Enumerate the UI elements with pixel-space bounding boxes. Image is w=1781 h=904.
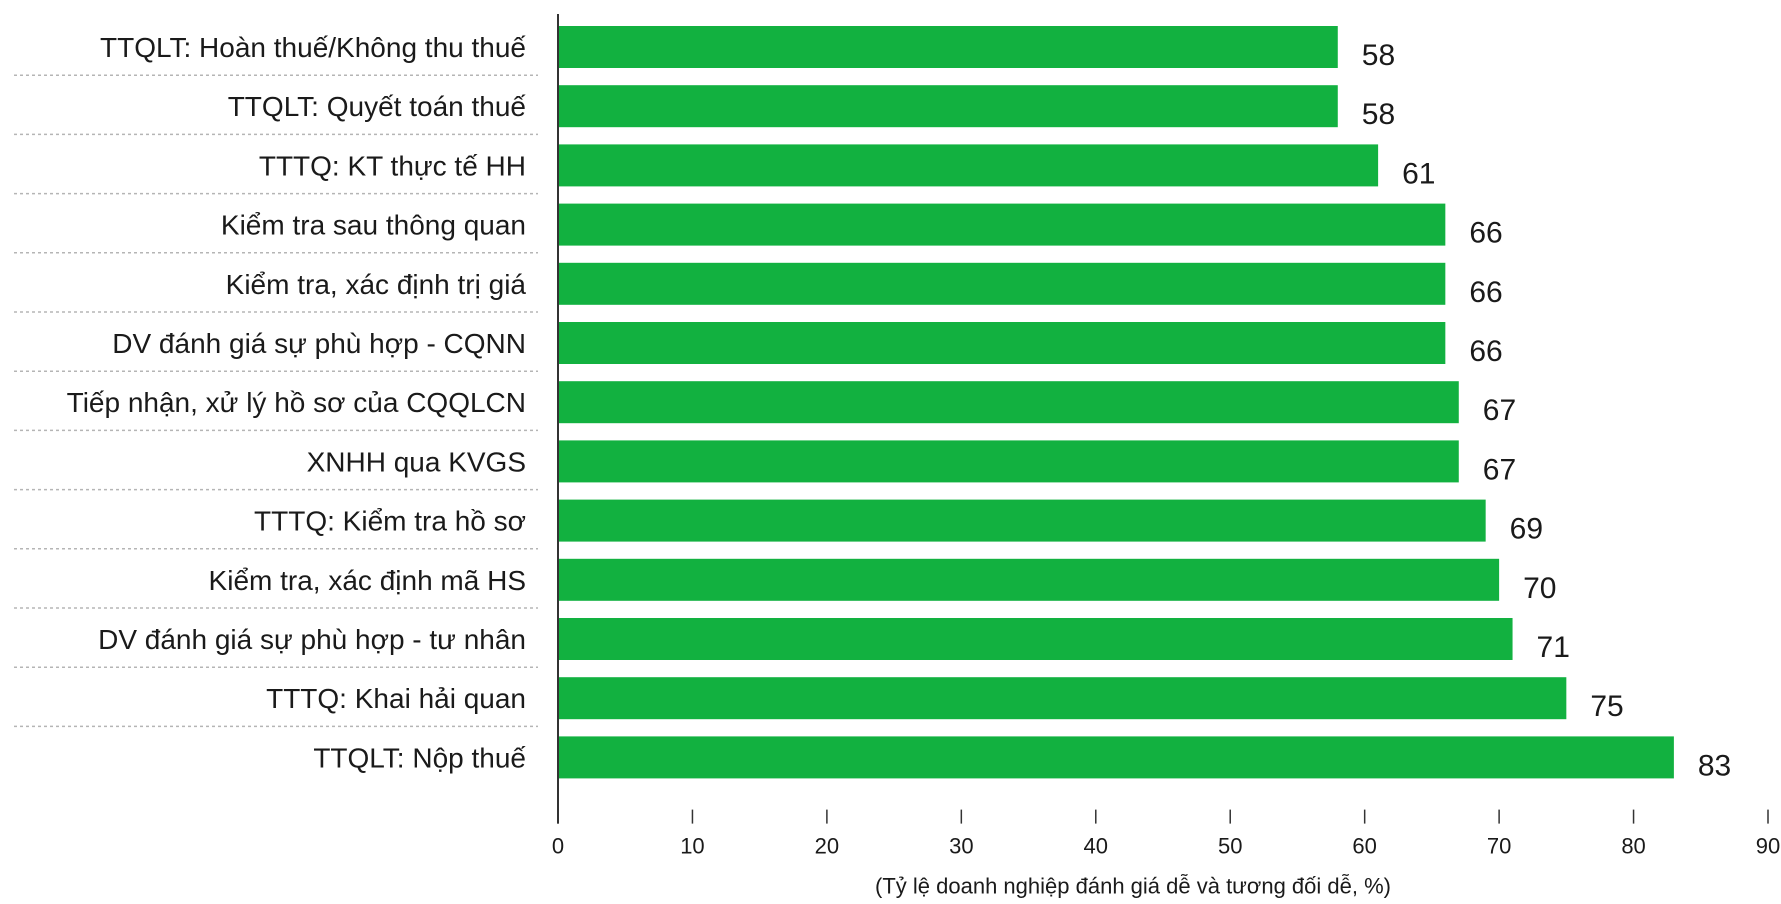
- x-tick-label: 50: [1218, 834, 1242, 859]
- category-label: Kiểm tra, xác định mã HS: [209, 565, 526, 596]
- x-tick-label: 70: [1487, 834, 1511, 859]
- category-label: TTQLT: Hoàn thuế/Không thu thuế: [100, 32, 526, 63]
- value-label: 67: [1483, 453, 1516, 486]
- bar: [558, 26, 1338, 68]
- value-label: 66: [1469, 217, 1502, 250]
- bar: [558, 85, 1338, 128]
- x-tick-label: 10: [680, 834, 704, 859]
- x-tick-label: 0: [552, 834, 564, 859]
- bar: [558, 558, 1500, 601]
- category-label: TTQLT: Nộp thuế: [313, 742, 526, 773]
- value-label: 61: [1402, 157, 1435, 190]
- value-label: 70: [1523, 572, 1556, 605]
- category-label: Tiếp nhận, xử lý hồ sơ của CQQLCN: [67, 387, 526, 418]
- bars-group: [558, 26, 1674, 779]
- x-tick-label: 80: [1621, 834, 1645, 859]
- category-label: DV đánh giá sự phù hợp - CQNN: [112, 328, 526, 359]
- value-label: 71: [1537, 631, 1570, 664]
- x-tick-label: 30: [949, 834, 973, 859]
- x-axis-title: (Tỷ lệ doanh nghiệp đánh giá dễ và tương…: [875, 874, 1391, 899]
- bar: [558, 618, 1513, 660]
- category-label: TTTQ: Kiểm tra hồ sơ: [254, 506, 526, 537]
- x-axis-ticks: 0 10 20 30 40 50 60 70 80 90: [552, 809, 1780, 859]
- value-label: 83: [1698, 749, 1731, 782]
- category-label: DV đánh giá sự phù hợp - tư nhân: [98, 624, 526, 655]
- bar: [558, 262, 1446, 305]
- bar: [558, 677, 1567, 720]
- value-label: 58: [1362, 39, 1395, 72]
- value-label: 67: [1483, 394, 1516, 427]
- x-tick-label: 20: [815, 834, 839, 859]
- bar: [558, 381, 1459, 424]
- x-tick-label: 40: [1084, 834, 1108, 859]
- x-tick-label: 60: [1352, 834, 1376, 859]
- bar: [558, 736, 1674, 779]
- category-label: TTTQ: Khai hải quan: [266, 683, 526, 714]
- value-label: 66: [1469, 335, 1502, 368]
- category-label: Kiểm tra, xác định trị giá: [226, 269, 527, 300]
- value-label: 66: [1469, 276, 1502, 309]
- category-labels: TTQLT: Hoàn thuế/Không thu thuế TTQLT: Qu…: [67, 32, 527, 773]
- category-label: TTTQ: KT thực tế HH: [259, 150, 526, 181]
- value-label: 75: [1590, 690, 1623, 723]
- x-tick-label: 90: [1756, 834, 1780, 859]
- bar: [558, 322, 1446, 364]
- category-label: XNHH qua KVGS: [307, 446, 526, 477]
- bar: [558, 144, 1379, 187]
- value-label: 69: [1510, 513, 1543, 546]
- category-label: TTQLT: Quyết toán thuế: [228, 91, 527, 122]
- category-label: Kiểm tra sau thông quan: [221, 210, 526, 241]
- bar: [558, 499, 1486, 542]
- bar: [558, 440, 1459, 483]
- value-label: 58: [1362, 98, 1395, 131]
- bar: [558, 203, 1446, 246]
